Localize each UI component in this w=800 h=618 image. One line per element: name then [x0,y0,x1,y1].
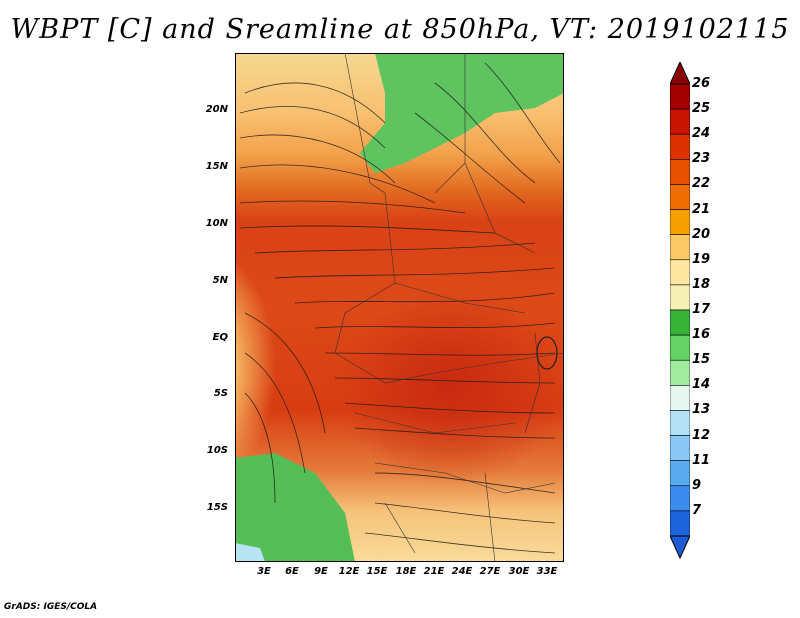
colorbar-label: 12 [692,427,711,443]
colorbar [670,62,690,560]
colorbar-label: 16 [692,327,711,343]
colorbar-boxes [670,83,690,537]
colorbar-box [670,234,690,261]
colorbar-label: 25 [692,101,711,117]
lat-label-eq: EQ [212,332,228,343]
colorbar-label: 15 [692,352,711,368]
colorbar-top-arrow [670,62,690,85]
lon-label-6e: 6E [285,566,299,577]
colorbar-label: 24 [692,126,711,142]
chart-title: WBPT [C] and Sreamline at 850hPa, VT: 20… [10,14,790,45]
colorbar-box [670,334,690,361]
lat-label-5n: 5N [212,275,228,286]
hot-core [275,233,564,513]
lake-victoria [536,336,558,370]
streamlines [239,62,561,554]
lon-label-30e: 30E [508,566,530,577]
colorbar-label: 19 [692,251,711,267]
colorbar-label: 7 [692,502,702,518]
colorbar-box [670,385,690,411]
lat-label-10s: 10S [206,445,228,456]
colorbar-label: 11 [692,452,711,468]
lon-label-27e: 27E [479,566,501,577]
lat-label-20n: 20N [205,104,228,115]
colorbar-box [670,133,690,160]
colorbar-label: 18 [692,276,711,292]
lon-label-24e: 24E [451,566,473,577]
cool-region-southwest [235,453,355,562]
lon-label-18e: 18E [395,566,417,577]
colorbar-label: 21 [692,201,711,217]
lat-label-15n: 15N [205,161,228,172]
colorbar-box [670,435,690,461]
credit-text: GrADS: IGES/COLA [4,602,98,612]
colorbar-label: 23 [692,151,711,167]
colorbar-box [670,359,690,386]
colorbar-box [670,309,690,336]
colorbar-label: 26 [692,76,711,91]
cold-region-corner [235,543,265,562]
map-panel [235,53,564,562]
map-frame [235,53,564,562]
country-borders [334,53,564,562]
colorbar-bottom-arrow [670,535,690,560]
wbpt-field-map [235,53,564,562]
lon-label-33e: 33E [536,566,558,577]
colorbar-label: 22 [692,176,711,192]
lon-label-3e: 3E [257,566,271,577]
colorbar-label: 20 [692,226,711,242]
lon-label-21e: 21E [423,566,445,577]
cool-region-north [360,53,564,173]
colorbar-box [670,284,690,311]
lon-label-12e: 12E [338,566,360,577]
colorbar-box [670,159,690,185]
colorbar-label: 13 [692,402,711,418]
colorbar-box [670,108,690,135]
colorbar-box [670,510,690,537]
colorbar-box [670,259,690,286]
lat-label-15s: 15S [206,502,228,513]
colorbar-label: 9 [692,477,702,493]
colorbar-box [670,485,690,512]
lon-label-9e: 9E [314,566,328,577]
colorbar-box [670,83,690,110]
colorbar-box [670,184,690,210]
lon-label-15e: 15E [366,566,388,577]
colorbar-box [670,410,690,436]
lat-label-10n: 10N [205,218,228,229]
colorbar-box [670,209,690,235]
colorbar-label: 17 [692,302,711,317]
lat-label-5s: 5S [213,388,228,399]
colorbar-box [670,460,690,487]
colorbar-label: 14 [692,377,711,393]
